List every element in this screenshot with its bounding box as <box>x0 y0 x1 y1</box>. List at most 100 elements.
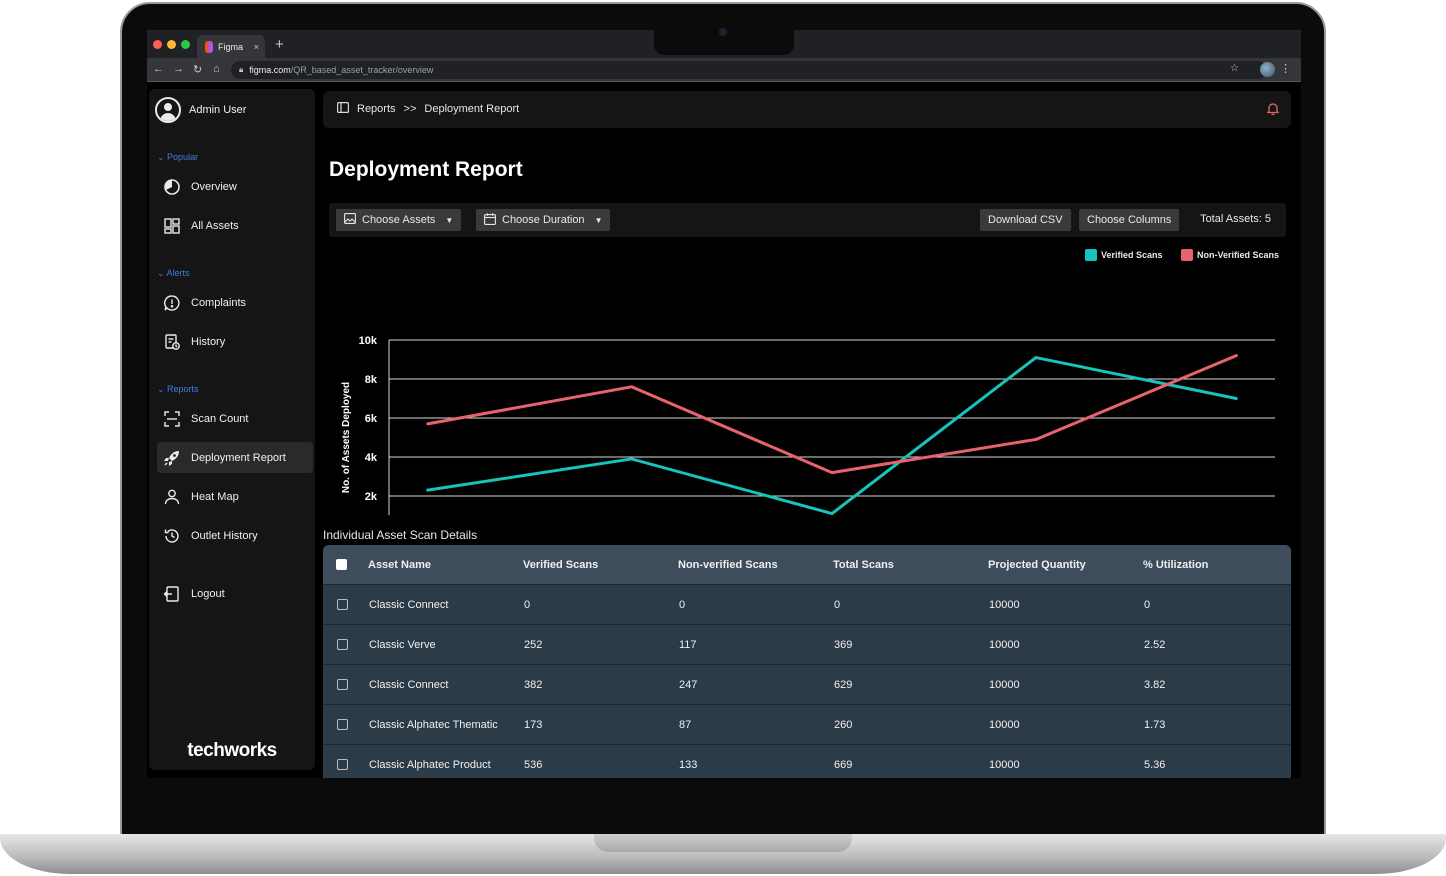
column-header[interactable]: Asset Name <box>368 558 431 571</box>
url-host: figma.com <box>249 65 291 75</box>
column-header[interactable]: % Utilization <box>1143 558 1209 571</box>
download-csv-button[interactable]: Download CSV <box>980 209 1071 231</box>
user-profile[interactable]: Admin User <box>155 97 246 123</box>
sidebar-item-label: Deployment Report <box>191 451 286 464</box>
row-checkbox[interactable] <box>337 639 348 650</box>
sidebar-item-outlet-history[interactable]: Outlet History <box>157 520 313 551</box>
section-alerts[interactable]: ⌄ Alerts <box>157 268 190 278</box>
reload-icon[interactable]: ↻ <box>193 64 203 76</box>
table-cell: 10000 <box>989 718 1020 731</box>
series-line-non-verified <box>426 354 1238 475</box>
minimize-window-icon[interactable] <box>167 40 176 49</box>
maximize-window-icon[interactable] <box>181 40 190 49</box>
legend-label: Verified Scans <box>1101 250 1163 260</box>
choose-columns-button[interactable]: Choose Columns <box>1079 209 1180 231</box>
table-cell: 369 <box>834 638 853 651</box>
forward-icon[interactable]: → <box>173 63 184 75</box>
table-cell: Classic Connect <box>369 678 449 691</box>
legend-non-verified[interactable]: Non-Verified Scans <box>1181 249 1279 261</box>
y-tick-label: 2k <box>365 491 378 503</box>
choose-columns-label: Choose Columns <box>1087 214 1172 226</box>
sidebar-item-heat-map[interactable]: Heat Map <box>157 481 313 512</box>
column-header[interactable]: Non-verified Scans <box>678 558 778 571</box>
page-title: Deployment Report <box>329 158 523 181</box>
table-cell: Classic Verve <box>369 638 436 651</box>
table-cell: 536 <box>524 758 543 771</box>
pie-chart-icon <box>163 178 181 196</box>
sidebar-item-complaints[interactable]: Complaints <box>157 287 313 318</box>
choose-assets-dropdown[interactable]: Choose Assets ▼ <box>336 209 462 231</box>
section-reports[interactable]: ⌄ Reports <box>157 384 199 394</box>
checkbox-cell <box>323 719 368 730</box>
table-cell: 173 <box>524 718 543 731</box>
y-tick-label: 8k <box>365 374 378 386</box>
table-row[interactable]: Classic Verve 252 117 369 10000 2.52 <box>323 624 1291 664</box>
back-icon[interactable]: ← <box>153 63 164 75</box>
checkbox-cell <box>323 759 368 770</box>
profile-avatar[interactable] <box>1260 62 1275 77</box>
table-cell: 0 <box>834 598 841 611</box>
row-checkbox[interactable] <box>337 759 348 770</box>
checkbox-cell <box>323 639 368 650</box>
column-header[interactable]: Total Scans <box>833 558 894 571</box>
image-icon <box>344 213 356 227</box>
sidebar-item-label: Scan Count <box>191 412 249 425</box>
sidebar-item-overview[interactable]: Overview <box>157 171 313 202</box>
table-row[interactable]: Classic Alphatec Product 536 133 669 10000 5.… <box>323 744 1291 778</box>
user-avatar-icon <box>155 97 181 123</box>
tab-close-icon[interactable]: × <box>253 41 259 52</box>
table-cell: 0 <box>679 598 686 611</box>
row-checkbox[interactable] <box>337 599 348 610</box>
scan-frame-icon <box>163 410 181 428</box>
table-cell: 252 <box>524 638 543 651</box>
legend-swatch-verified <box>1085 249 1097 261</box>
legend-verified[interactable]: Verified Scans <box>1085 249 1163 261</box>
column-header[interactable]: Projected Quantity <box>988 558 1086 571</box>
table-row[interactable]: Classic Alphatec Thematic 173 87 260 10000 1.… <box>323 704 1291 744</box>
row-checkbox[interactable] <box>337 679 348 690</box>
brand-logo: techworks <box>187 740 277 761</box>
sidebar-item-deployment-report[interactable]: Deployment Report <box>157 442 313 473</box>
select-all-checkbox[interactable] <box>336 559 347 570</box>
table-cell: 5.36 <box>1144 758 1166 771</box>
calendar-icon <box>484 212 496 228</box>
table-cell: Classic Alphatec Product <box>369 758 491 771</box>
table-cell: 10000 <box>989 638 1020 651</box>
url-path: /QR_based_asset_tracker/overview <box>290 65 434 75</box>
table-header: Asset Name Verified Scans Non-verified Sca… <box>323 545 1291 584</box>
checkbox-cell <box>323 679 368 690</box>
browser-menu-icon[interactable]: ⋮ <box>1280 63 1291 75</box>
new-tab-icon[interactable]: + <box>275 36 284 53</box>
bookmark-star-icon[interactable]: ☆ <box>1230 63 1239 74</box>
sidebar-item-logout[interactable]: Logout <box>157 578 313 609</box>
sidebar-item-history[interactable]: History <box>157 326 313 357</box>
table-row[interactable]: Classic Connect 382 247 629 10000 3.82 <box>323 664 1291 704</box>
column-header[interactable]: Verified Scans <box>523 558 599 571</box>
breadcrumb-bar: Reports >> Deployment Report <box>323 91 1291 128</box>
sidebar-toggle-icon[interactable] <box>337 102 350 116</box>
choose-duration-dropdown[interactable]: Choose Duration ▼ <box>476 209 611 231</box>
address-bar[interactable]: 🔒︎ figma.com /QR_based_asset_tracker/ove… <box>231 61 1267 79</box>
section-popular[interactable]: ⌄ Popular <box>157 152 199 162</box>
sidebar-item-label: Logout <box>191 587 225 600</box>
sidebar-item-all-assets[interactable]: All Assets <box>157 210 313 241</box>
section-reports-label: Reports <box>167 384 199 394</box>
table-cell: 0 <box>524 598 531 611</box>
checkbox-cell <box>323 599 368 610</box>
close-window-icon[interactable] <box>153 40 162 49</box>
table-cell: 247 <box>679 678 698 691</box>
notification-bell-icon[interactable] <box>1266 102 1280 120</box>
section-popular-label: Popular <box>167 152 199 162</box>
y-tick-label: 10k <box>359 335 378 347</box>
sidebar-item-scan-count[interactable]: Scan Count <box>157 403 313 434</box>
browser-tab[interactable]: Figma × <box>197 35 265 58</box>
screen: Figma × + ← → ↻ ⌂ 🔒︎ figma.com /QR_based… <box>147 30 1301 778</box>
table-row[interactable]: Classic Connect 0 0 0 10000 0 <box>323 584 1291 624</box>
breadcrumb: Reports >> Deployment Report <box>337 102 519 116</box>
filter-bar: Choose Assets ▼ Choose Duration ▼ Downlo… <box>329 203 1286 237</box>
home-icon[interactable]: ⌂ <box>213 63 220 75</box>
breadcrumb-reports[interactable]: Reports <box>357 103 396 115</box>
download-csv-label: Download CSV <box>988 214 1063 226</box>
row-checkbox[interactable] <box>337 719 348 730</box>
legend-label: Non-Verified Scans <box>1197 250 1280 260</box>
